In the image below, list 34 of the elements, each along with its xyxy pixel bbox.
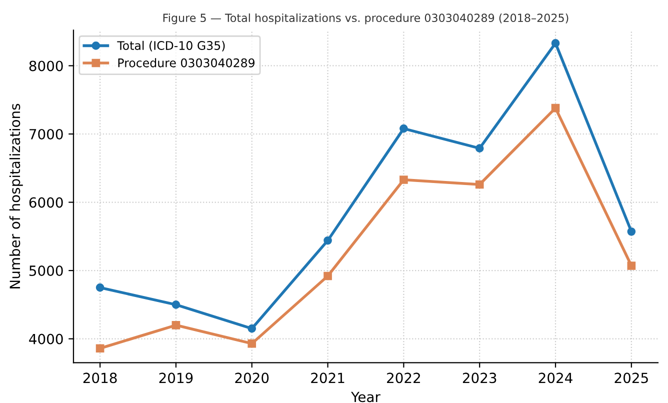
point <box>627 227 636 236</box>
point <box>96 344 104 353</box>
point <box>627 262 636 270</box>
point <box>475 144 484 152</box>
y-tick-label: 6000 <box>29 197 63 208</box>
chart-title: Figure 5 — Total hospitalizations vs. procedure 0303040289 (2018–2025) <box>163 13 568 24</box>
y-tick-label: 7000 <box>30 128 63 140</box>
point <box>324 272 332 280</box>
point <box>172 320 180 330</box>
x-tick-label: 2024 <box>538 372 572 384</box>
x-tick-label: 2018 <box>83 372 117 384</box>
x-tick-label: 2025 <box>614 372 648 384</box>
legend-label: Procedure 0303040289 <box>118 58 254 68</box>
point <box>400 176 408 184</box>
point <box>248 339 256 348</box>
point <box>96 283 104 292</box>
y-tick-label: 4000 <box>29 334 63 344</box>
x-axis-title: Year <box>350 392 380 402</box>
point <box>172 300 180 309</box>
y-tick-label: 8000 <box>29 60 63 72</box>
point <box>551 104 560 112</box>
x-tick-label: 2021 <box>311 372 344 384</box>
x-tick-label: 2020 <box>235 372 269 384</box>
x-tick-label: 2023 <box>462 372 496 384</box>
legend-label: Total (ICD-10 G35) <box>117 40 225 52</box>
x-tick-label: 2019 <box>159 372 193 384</box>
point <box>324 236 332 245</box>
point <box>400 124 408 133</box>
point <box>475 180 484 189</box>
point <box>248 324 256 333</box>
y-axis-title: Number of hospitalizations <box>9 104 23 288</box>
point <box>551 39 560 48</box>
x-tick-label: 2022 <box>387 372 420 384</box>
y-tick-label: 5000 <box>29 266 63 276</box>
